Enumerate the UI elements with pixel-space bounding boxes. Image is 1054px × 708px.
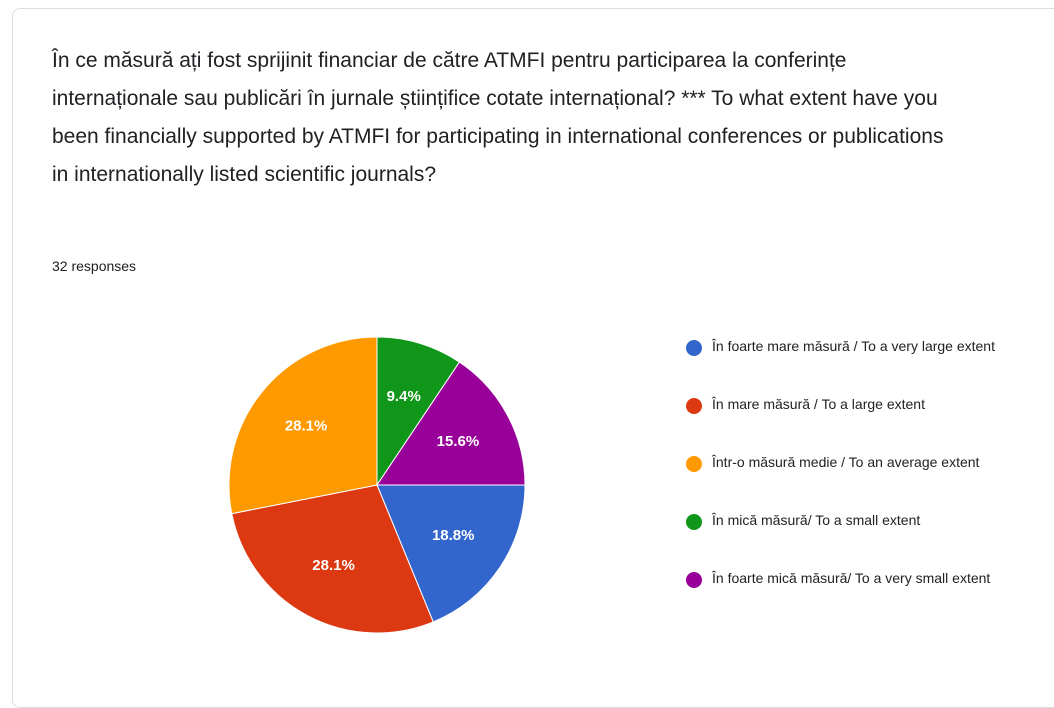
question-title: În ce măsură ați fost sprijinit financia… [52,49,944,186]
pie-slice [231,484,434,634]
pie-slice [376,336,461,487]
pie-slice [376,361,526,486]
legend-swatch [686,514,702,530]
slice-label: 28.1% [285,418,328,435]
legend-item: În foarte mare măsură / To a very large … [686,336,1012,394]
legend-swatch [686,572,702,588]
legend-label: În foarte mare măsură / To a very large … [712,338,995,354]
legend-label: În mare măsură / To a large extent [712,396,925,412]
legend-label: Într-o măsură medie / To an average exte… [712,454,980,470]
page: În ce măsură ați fost sprijinit financia… [12,8,1054,708]
legend-swatch [686,398,702,414]
response-count: 32 responses [52,258,137,274]
slice-label: 28.1% [312,557,355,574]
legend-swatch [686,340,702,356]
legend-item: Într-o măsură medie / To an average exte… [686,452,1012,510]
legend-item: În foarte mică măsură/ To a very small e… [686,568,1012,626]
chart: 18.8% 28.1% 28.1% 9.4% 15.6% [228,336,526,634]
legend: În foarte mare măsură / To a very large … [686,336,1006,626]
legend-item: În mică măsură/ To a small extent [686,510,1012,568]
pie-slice [228,336,378,515]
pie-slice [376,484,526,623]
legend-swatch [686,456,702,472]
legend-label: În mică măsură/ To a small extent [712,512,921,528]
legend-label: În foarte mică măsură/ To a very small e… [712,570,991,586]
slice-label: 18.8% [432,527,475,544]
slice-label: 15.6% [437,433,480,450]
slice-label: 9.4% [387,388,421,405]
legend-item: În mare măsură / To a large extent [686,394,1012,452]
